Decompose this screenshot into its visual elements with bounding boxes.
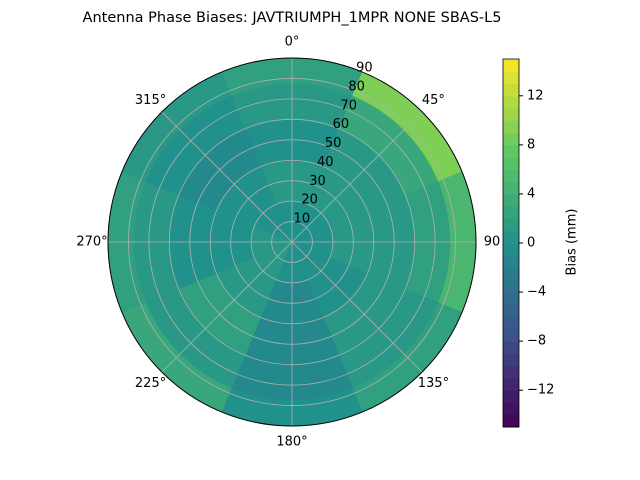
r-tick-label: 60 xyxy=(333,117,350,132)
colorbar-label: Bias (mm) xyxy=(565,209,580,276)
colorbar-swatch xyxy=(503,120,519,134)
colorbar-tick-label: 12 xyxy=(527,88,544,103)
colorbar-swatch xyxy=(503,414,519,428)
grid-spoke xyxy=(161,111,293,243)
colorbar-swatch xyxy=(503,181,519,195)
colorbar-swatch xyxy=(503,255,519,269)
colorbar-tick-label: −8 xyxy=(527,334,546,349)
colorbar-swatch xyxy=(503,157,519,170)
theta-tick-label: 135° xyxy=(418,376,449,391)
colorbar-swatch xyxy=(503,59,519,72)
r-tick-label: 90 xyxy=(356,61,373,76)
r-tick-label: 30 xyxy=(309,174,326,189)
colorbar-swatch xyxy=(503,95,519,109)
colorbar-swatch xyxy=(503,353,519,367)
chart-title: Antenna Phase Biases: JAVTRIUMPH_1MPR NO… xyxy=(83,10,502,26)
colorbar-swatch xyxy=(503,169,519,183)
r-tick-label: 50 xyxy=(325,136,342,151)
colorbar-swatch xyxy=(503,108,519,121)
theta-tick-label: 315° xyxy=(135,93,166,108)
plot-border xyxy=(107,57,477,427)
theta-tick-label: 90 xyxy=(484,235,501,250)
colorbar-swatch xyxy=(503,193,519,207)
colorbar-swatch xyxy=(503,390,519,403)
colorbar-swatch xyxy=(503,365,519,379)
colorbar-swatch xyxy=(503,144,519,158)
colorbar-swatch xyxy=(503,230,519,244)
colorbar-swatch xyxy=(503,402,519,416)
colorbar-swatch xyxy=(503,304,519,318)
theta-tick-label: 270° xyxy=(76,235,107,250)
colorbar-tick-label: 4 xyxy=(527,186,535,201)
colorbar-tick-label: 0 xyxy=(527,236,535,251)
theta-tick-label: 225° xyxy=(135,376,166,391)
colorbar-swatch xyxy=(503,328,519,342)
colorbar-swatch xyxy=(503,206,519,219)
grid-spoke xyxy=(161,241,293,373)
colorbar-swatch xyxy=(503,83,519,97)
colorbar-swatch xyxy=(503,243,519,256)
r-tick-label: 80 xyxy=(348,79,365,94)
theta-tick-label: 0° xyxy=(285,35,300,50)
colorbar-swatch xyxy=(503,279,519,293)
r-tick-label: 70 xyxy=(340,98,357,113)
theta-tick-label: 45° xyxy=(422,93,445,108)
colorbar-swatch xyxy=(503,341,519,354)
colorbar-swatch xyxy=(503,267,519,281)
grid-spoke xyxy=(291,111,423,243)
colorbar-swatch xyxy=(503,292,519,305)
theta-tick-label: 180° xyxy=(276,435,307,450)
colorbar-swatch xyxy=(503,71,519,85)
grid-spoke xyxy=(291,241,423,373)
colorbar-swatch xyxy=(503,377,519,391)
colorbar-tick-label: −12 xyxy=(527,383,554,398)
r-tick-label: 20 xyxy=(301,193,318,208)
colorbar-swatch xyxy=(503,132,519,146)
r-tick-label: 10 xyxy=(294,212,311,227)
r-tick-label: 40 xyxy=(317,155,334,170)
colorbar-swatch xyxy=(503,218,519,232)
colorbar-tick-label: −4 xyxy=(527,285,546,300)
colorbar-swatch xyxy=(503,316,519,330)
colorbar-tick-label: 8 xyxy=(527,137,535,152)
